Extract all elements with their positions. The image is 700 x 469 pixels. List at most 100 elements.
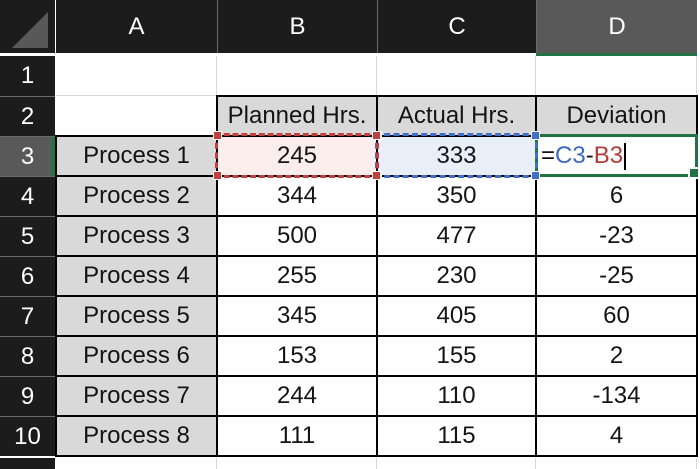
row-number: 3: [20, 142, 35, 170]
cell-a3[interactable]: Process 1: [56, 136, 217, 176]
cell-b10[interactable]: 111: [217, 416, 377, 456]
cell-c2[interactable]: Actual Hrs.: [377, 96, 536, 136]
row-header-5[interactable]: 5: [0, 216, 55, 256]
cell-b5[interactable]: 500: [217, 216, 377, 256]
row-number: 7: [20, 302, 35, 330]
row-header-7[interactable]: 7: [0, 296, 55, 336]
selection-handle[interactable]: [531, 171, 540, 180]
selection-handle[interactable]: [372, 171, 381, 180]
cell-b3[interactable]: 245: [217, 136, 377, 176]
process-label: Process 2: [83, 182, 190, 209]
cell-b7[interactable]: 345: [217, 296, 377, 336]
row-header-10[interactable]: 10: [0, 416, 55, 456]
cell-c8[interactable]: 155: [377, 336, 536, 376]
gridline: [535, 458, 536, 469]
cell-value: 244: [276, 382, 318, 409]
selection-handle[interactable]: [213, 171, 222, 180]
row-header-6[interactable]: 6: [0, 256, 55, 296]
cell-value: 110: [437, 382, 476, 409]
cell-c9[interactable]: 110: [377, 376, 536, 416]
cell-d9[interactable]: -134: [536, 376, 697, 416]
row-number: 8: [20, 342, 35, 370]
column-letter: C: [448, 12, 466, 40]
cell-d3-formula-editor[interactable]: = C3- B3: [536, 136, 697, 176]
column-header-c[interactable]: C: [377, 0, 536, 53]
cell-value: 153: [276, 342, 318, 369]
selection-handle[interactable]: [213, 131, 222, 140]
cell-d2[interactable]: Deviation: [536, 96, 697, 136]
cell-value: 477: [436, 222, 477, 249]
cell-a7[interactable]: Process 5: [56, 296, 217, 336]
row-header-4[interactable]: 4: [0, 176, 55, 216]
cell-d10[interactable]: 4: [536, 416, 697, 456]
row-header-1[interactable]: 1: [0, 56, 55, 96]
cell-value: -25: [599, 262, 634, 289]
gridline: [535, 56, 536, 95]
cell-c7[interactable]: 405: [377, 296, 536, 336]
cell-value: 405: [436, 302, 477, 329]
row-number: 10: [14, 422, 41, 450]
process-label: Process 3: [83, 222, 190, 249]
cell-b6[interactable]: 255: [217, 256, 377, 296]
cell-b4[interactable]: 344: [217, 176, 377, 216]
cell-a5[interactable]: Process 3: [56, 216, 217, 256]
active-column-indicator: [536, 53, 697, 56]
text-cursor: [624, 142, 627, 170]
row-header-2[interactable]: 2: [0, 96, 55, 136]
select-all-corner[interactable]: [0, 0, 55, 53]
row-header-8[interactable]: 8: [0, 336, 55, 376]
header-planned-hrs: Planned Hrs.: [227, 102, 367, 129]
cell-value: 111: [278, 422, 316, 449]
cell-value: 155: [436, 342, 477, 369]
formula-ref-c3: C3: [555, 142, 586, 169]
cell-b2[interactable]: Planned Hrs.: [217, 96, 377, 136]
column-header-a[interactable]: A: [56, 0, 217, 53]
cell-d7[interactable]: 60: [536, 296, 697, 336]
cell-c10[interactable]: 115: [377, 416, 536, 456]
cell-a6[interactable]: Process 4: [56, 256, 217, 296]
cell-a8[interactable]: Process 6: [56, 336, 217, 376]
cell-b9[interactable]: 244: [217, 376, 377, 416]
row-header-3[interactable]: 3: [0, 136, 55, 177]
cell-d4[interactable]: 6: [536, 176, 697, 216]
row-number: 4: [20, 182, 35, 210]
column-header-b[interactable]: B: [217, 0, 377, 53]
cell-a4[interactable]: Process 2: [56, 176, 217, 216]
cell-c3[interactable]: 333: [377, 136, 536, 176]
row-header-9[interactable]: 9: [0, 376, 55, 416]
cell-c4[interactable]: 350: [377, 176, 536, 216]
cell-d8[interactable]: 2: [536, 336, 697, 376]
selection-handle[interactable]: [372, 131, 381, 140]
row-header-11-partial[interactable]: [0, 458, 55, 469]
selection-handle[interactable]: [531, 131, 540, 140]
column-header-d[interactable]: D: [536, 0, 697, 53]
cell-d6[interactable]: -25: [536, 256, 697, 296]
cell-value: 4: [609, 422, 624, 449]
cell-value: 345: [276, 302, 318, 329]
gridline: [696, 458, 697, 469]
cell-c5[interactable]: 477: [377, 216, 536, 256]
cell-b8[interactable]: 153: [217, 336, 377, 376]
formula-ref-b3: B3: [593, 142, 624, 169]
process-label: Process 8: [83, 422, 190, 449]
cell-value: 245: [276, 142, 318, 169]
column-letter: A: [128, 12, 145, 40]
header-actual-hrs: Actual Hrs.: [397, 102, 516, 129]
cell-value: 60: [603, 302, 630, 329]
cell-value: 500: [276, 222, 318, 249]
cell-a9[interactable]: Process 7: [56, 376, 217, 416]
process-label: Process 1: [83, 142, 190, 169]
cell-value: 350: [436, 182, 477, 209]
header-deviation: Deviation: [566, 102, 667, 129]
row-number: 5: [20, 222, 35, 250]
formula-operator: -: [585, 142, 594, 169]
gridline: [376, 56, 377, 95]
cell-c6[interactable]: 230: [377, 256, 536, 296]
cell-d5[interactable]: -23: [536, 216, 697, 256]
process-label: Process 7: [83, 382, 190, 409]
row-number: 9: [20, 382, 35, 410]
cell-a10[interactable]: Process 8: [56, 416, 217, 456]
fill-handle[interactable]: [688, 167, 700, 179]
select-all-triangle-icon: [12, 12, 48, 48]
cell-value: 333: [436, 142, 477, 169]
